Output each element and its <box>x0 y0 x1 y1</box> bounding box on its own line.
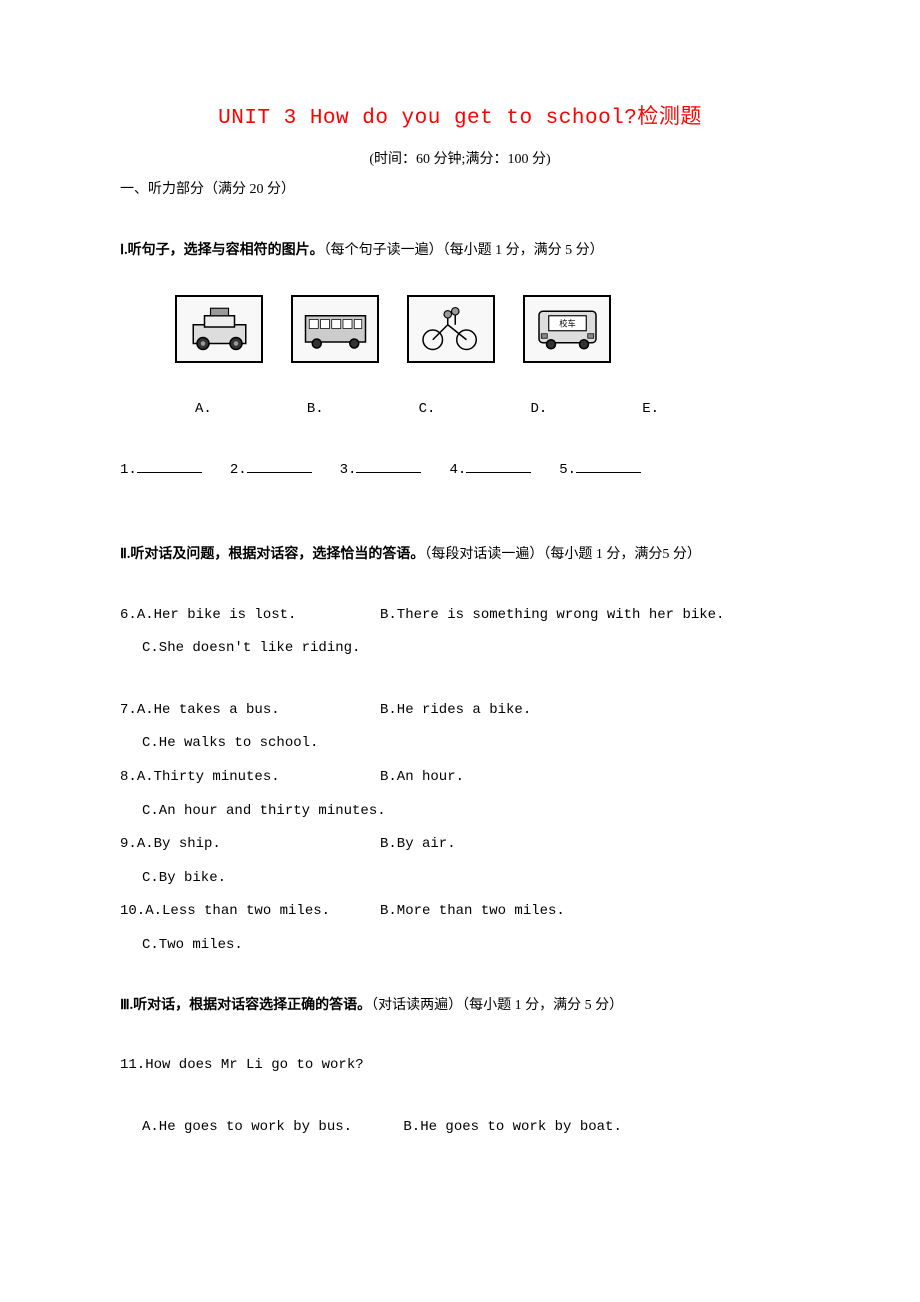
question-7-c: C.He walks to school. <box>120 727 800 761</box>
question-8: 8.A.Thirty minutes. B.An hour. <box>120 761 800 795</box>
blank-2: 2. <box>230 459 312 478</box>
section2-header: Ⅱ.听对话及问题，根据对话容，选择恰当的答语。（每段对话读一遍）（每小题 1 分… <box>120 540 800 571</box>
question-7: 7.A.He takes a bus. B.He rides a bike. <box>120 694 800 728</box>
blank-5: 5. <box>559 459 641 478</box>
image-option-c <box>407 295 495 363</box>
question-10: 10.A.Less than two miles. B.More than tw… <box>120 895 800 929</box>
section1-header-rest: （每个句子读一遍）（每小题 1 分，满分 5 分） <box>324 243 604 258</box>
question-6-c: C.She doesn't like riding. <box>120 632 800 666</box>
blank-3: 3. <box>340 459 422 478</box>
section2-header-rest: （每段对话读一遍）（每小题 1 分，满分5 分） <box>424 547 701 562</box>
label-c: C. <box>419 401 436 417</box>
taxi-icon <box>182 301 257 356</box>
image-labels-row: A. B. C. D. E. <box>195 401 800 417</box>
label-b: B. <box>307 401 324 417</box>
label-e: E. <box>642 401 659 417</box>
section1-header-bold: Ⅰ.听句子，选择与容相符的图片。 <box>120 243 324 258</box>
blank-1: 1. <box>120 459 202 478</box>
label-a: A. <box>195 401 212 417</box>
image-option-a <box>175 295 263 363</box>
question-11: 11.How does Mr Li go to work? <box>120 1049 800 1083</box>
question-8-c: C.An hour and thirty minutes. <box>120 795 800 829</box>
image-option-d: 校车 <box>523 295 611 363</box>
question-10-c: C.Two miles. <box>120 929 800 963</box>
question-11-options: A.He goes to work by bus. B.He goes to w… <box>120 1111 800 1145</box>
bus-icon <box>298 301 373 356</box>
question-6: 6.A.Her bike is lost. B.There is somethi… <box>120 599 800 633</box>
svg-text:校车: 校车 <box>559 319 576 329</box>
question-9: 9.A.By ship. B.By air. <box>120 828 800 862</box>
document-subtitle: (时间：60 分钟;满分：100 分) <box>120 148 800 168</box>
section3-header-bold: Ⅲ.听对话，根据对话容选择正确的答语。 <box>120 998 371 1013</box>
section3-header-rest: （对话读两遍）（每小题 1 分，满分 5 分） <box>371 998 623 1013</box>
section1-header: Ⅰ.听句子，选择与容相符的图片。（每个句子读一遍）（每小题 1 分，满分 5 分… <box>120 236 800 267</box>
question-9-c: C.By bike. <box>120 862 800 896</box>
listening-section-header: 一、听力部分（满分 20 分） <box>120 178 800 198</box>
school-bus-icon: 校车 <box>530 301 605 356</box>
blank-4: 4. <box>449 459 531 478</box>
label-d: D. <box>530 401 547 417</box>
image-option-b <box>291 295 379 363</box>
section2-header-bold: Ⅱ.听对话及问题，根据对话容，选择恰当的答语。 <box>120 547 424 562</box>
image-options-row: 校车 <box>175 295 800 363</box>
bicycle-icon <box>414 301 489 356</box>
answer-blanks-row: 1. 2. 3. 4. 5. <box>120 459 800 478</box>
section3-header: Ⅲ.听对话，根据对话容选择正确的答语。（对话读两遍）（每小题 1 分，满分 5 … <box>120 991 800 1022</box>
document-title: UNIT 3 How do you get to school?检测题 <box>120 100 800 130</box>
